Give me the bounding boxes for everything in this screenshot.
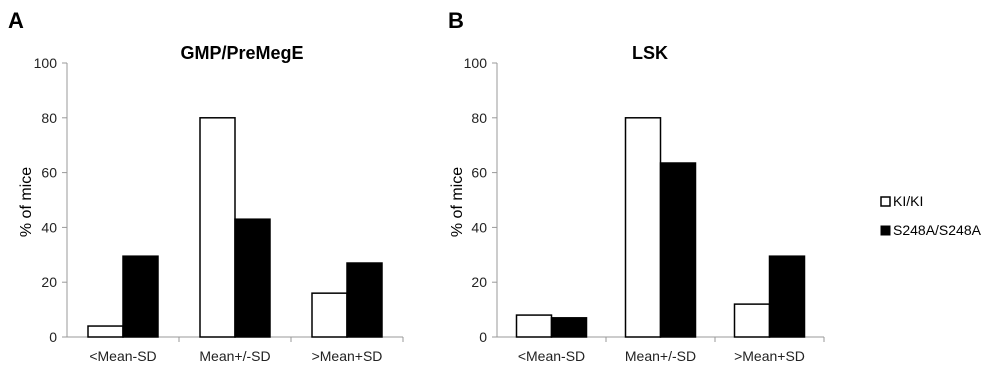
- bar-s248a: [550, 317, 588, 338]
- y-tick-label: 40: [41, 219, 57, 235]
- panel-letter: B: [448, 8, 464, 33]
- bar-s248a: [122, 255, 159, 338]
- bar-s248a: [659, 162, 697, 338]
- x-tick-label: Mean+/-SD: [625, 348, 696, 364]
- bars-layer: [66, 63, 403, 338]
- y-tick-label: 80: [41, 110, 57, 126]
- bars-layer: [496, 63, 824, 338]
- y-tick-label: 100: [34, 55, 58, 71]
- x-tick-label: Mean+/-SD: [199, 348, 270, 364]
- legend-label-s248a: S248A/S248A: [893, 222, 982, 238]
- y-tick-label: 60: [471, 165, 487, 181]
- x-ticks-layer: <Mean-SD Mean+/-SD >Mean+SD: [518, 348, 805, 364]
- y-ticks-layer: 0 20 40 60 80 100: [34, 55, 404, 345]
- x-tick-label: <Mean-SD: [89, 348, 156, 364]
- y-tick-label: 60: [41, 165, 57, 181]
- bar-ki-ki: [733, 303, 771, 338]
- x-tick-label: <Mean-SD: [518, 348, 585, 364]
- y-tick-label: 0: [49, 329, 57, 345]
- y-ticks-layer: 0 20 40 60 80 100: [464, 55, 825, 345]
- y-tick-label: 0: [479, 329, 487, 345]
- bar-ki-ki: [87, 325, 124, 338]
- bar-s248a: [346, 262, 383, 338]
- y-tick-label: 40: [471, 219, 487, 235]
- legend-label-ki-ki: KI/KI: [893, 193, 923, 209]
- y-axis-label: % of mice: [449, 167, 466, 237]
- panel-letter: A: [8, 8, 24, 33]
- panel-a: A GMP/PreMegE % of mice 0 20 40 60 80 100 <Me…: [8, 8, 404, 364]
- legend-swatch-s248a: [880, 225, 891, 236]
- legend-swatch-ki-ki: [880, 196, 891, 207]
- y-tick-label: 80: [471, 110, 487, 126]
- bar-s248a: [768, 255, 806, 338]
- y-axis-label: % of mice: [18, 167, 35, 237]
- y-tick-label: 20: [41, 274, 57, 290]
- bar-ki-ki: [515, 314, 553, 338]
- x-ticks-layer: <Mean-SD Mean+/-SD >Mean+SD: [89, 348, 382, 364]
- chart-title: GMP/PreMegE: [180, 43, 303, 63]
- chart-title: LSK: [632, 43, 668, 63]
- x-tick-label: >Mean+SD: [312, 348, 383, 364]
- bar-ki-ki: [199, 117, 236, 338]
- legend: KI/KI S248A/S248A: [880, 193, 982, 238]
- bar-ki-ki: [624, 117, 662, 338]
- bar-s248a: [234, 218, 271, 338]
- y-tick-label: 20: [471, 274, 487, 290]
- x-tick-label: >Mean+SD: [734, 348, 805, 364]
- y-tick-label: 100: [464, 55, 488, 71]
- bar-ki-ki: [311, 292, 348, 338]
- panel-b: B LSK % of mice 0 20 40 60 80 100 <Mean-SD Mea…: [448, 8, 825, 364]
